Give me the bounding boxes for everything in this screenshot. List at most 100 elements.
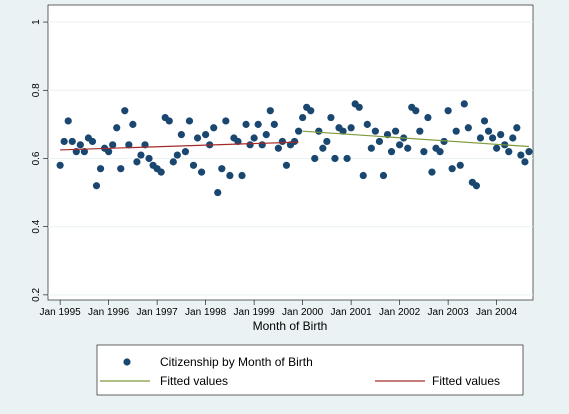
point	[359, 171, 367, 180]
point	[56, 161, 64, 169]
y-tick-label: 1	[31, 19, 42, 25]
point	[387, 148, 396, 156]
point	[420, 148, 428, 156]
point	[282, 161, 291, 169]
point	[250, 134, 258, 142]
legend-marker	[123, 358, 131, 366]
point	[274, 144, 282, 152]
point	[169, 158, 177, 166]
point	[96, 165, 105, 173]
point	[476, 134, 485, 142]
y-tick-label: 0.2	[31, 287, 42, 301]
legend	[96, 344, 524, 396]
point	[117, 165, 125, 173]
fitted-line	[60, 141, 299, 151]
point	[222, 117, 230, 125]
point	[464, 124, 472, 132]
point	[456, 161, 464, 169]
point	[242, 120, 250, 128]
fitted-line	[302, 130, 529, 148]
point	[137, 151, 145, 159]
point	[60, 137, 68, 146]
point	[270, 120, 278, 128]
point	[165, 117, 173, 125]
point	[181, 148, 190, 156]
point	[371, 127, 379, 135]
point	[238, 171, 246, 180]
point	[347, 124, 355, 132]
point	[92, 182, 101, 190]
point	[331, 154, 339, 163]
y-tick-label: 0.4	[31, 219, 42, 233]
x-tick-label: Jan 2004	[476, 307, 518, 318]
point	[80, 148, 88, 156]
point	[436, 148, 444, 156]
point	[319, 144, 327, 152]
point	[193, 134, 202, 142]
x-tick-label: Jan 1995	[40, 307, 82, 318]
point	[254, 120, 262, 128]
point	[214, 188, 222, 197]
point	[109, 141, 117, 149]
point	[266, 107, 274, 115]
point	[505, 148, 513, 156]
point	[367, 144, 375, 152]
point	[226, 171, 234, 180]
point	[202, 130, 210, 139]
point	[262, 130, 270, 139]
point	[323, 137, 331, 146]
y-tick-label: 0.8	[31, 83, 42, 97]
point	[88, 137, 97, 146]
point	[355, 103, 363, 111]
point	[484, 127, 493, 135]
x-axis-title: Month of Birth	[253, 319, 328, 333]
point	[218, 165, 226, 173]
point	[189, 161, 198, 169]
point	[121, 107, 129, 115]
x-tick-label: Jan 2000	[282, 307, 324, 318]
point	[448, 165, 456, 173]
point	[424, 113, 432, 122]
point	[125, 141, 133, 149]
x-tick-label: Jan 2001	[331, 307, 373, 318]
point	[129, 120, 137, 128]
point	[521, 158, 529, 166]
point	[294, 127, 303, 135]
point	[113, 124, 121, 132]
point	[311, 154, 319, 163]
point	[493, 144, 501, 152]
point	[488, 134, 497, 142]
point	[497, 130, 505, 139]
x-tick-label: Jan 1996	[88, 307, 130, 318]
point	[416, 127, 424, 135]
x-tick-label: Jan 2002	[379, 307, 421, 318]
point	[509, 134, 517, 142]
point	[105, 148, 113, 156]
point	[157, 168, 165, 176]
point	[64, 117, 72, 125]
point	[307, 107, 315, 115]
point	[299, 113, 307, 122]
point	[343, 154, 351, 163]
x-tick-label: Jan 1997	[137, 307, 179, 318]
point	[452, 127, 460, 135]
point	[363, 120, 371, 128]
point	[440, 137, 448, 146]
plot-area	[47, 4, 534, 301]
point	[327, 113, 335, 122]
x-tick-label: Jan 1999	[234, 307, 276, 318]
point	[278, 137, 287, 146]
point	[517, 151, 525, 159]
point	[234, 137, 242, 146]
point	[133, 158, 141, 166]
point	[185, 117, 194, 125]
point	[145, 154, 153, 163]
point	[412, 107, 420, 115]
point	[396, 141, 404, 149]
point	[339, 127, 347, 135]
x-tick-label: Jan 2003	[428, 307, 470, 318]
point	[375, 137, 384, 146]
point	[525, 148, 533, 156]
point	[315, 127, 323, 135]
point	[513, 124, 521, 132]
